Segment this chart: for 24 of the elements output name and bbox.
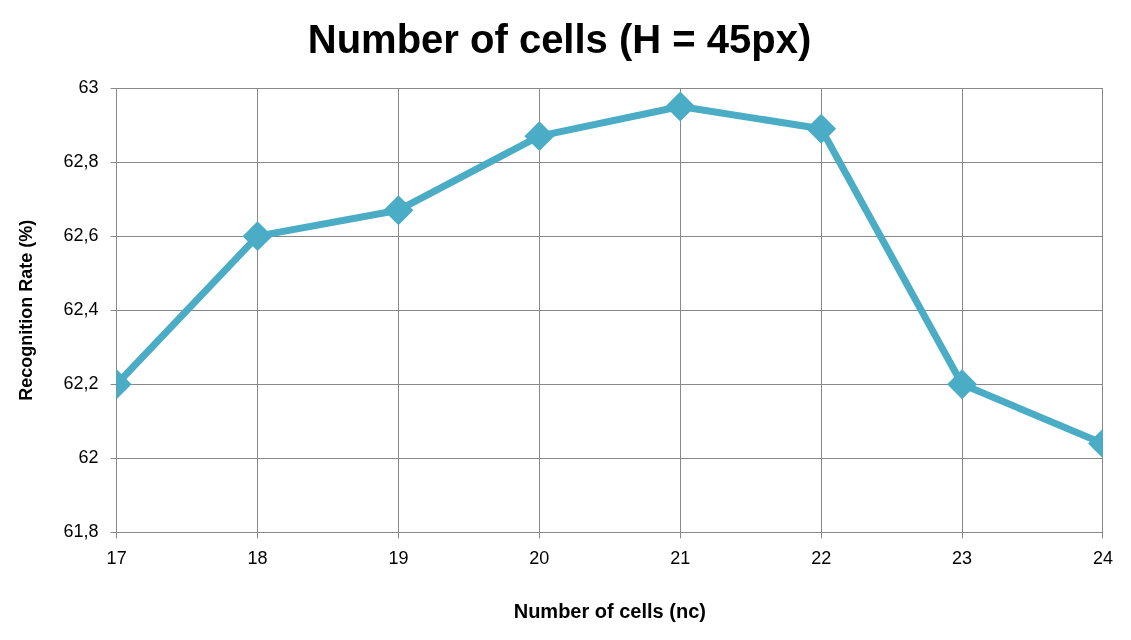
x-axis-title: Number of cells (nc)	[513, 599, 706, 622]
point	[525, 122, 553, 150]
y-tick-label: 62	[78, 447, 99, 468]
x-tick-label: 19	[388, 548, 409, 569]
y-tick-label: 62,2	[63, 373, 99, 394]
x-tick-label: 17	[106, 548, 127, 569]
y-tick-label: 62,4	[63, 299, 99, 320]
point	[384, 196, 412, 224]
y-tick-label: 62,8	[63, 151, 99, 172]
y-tick-label: 63	[78, 76, 99, 97]
y-axis-title: Recognition Rate (%)	[15, 219, 36, 401]
x-tick-label: 18	[247, 548, 268, 569]
chart-title: Number of cells (H = 45px)	[307, 17, 812, 62]
x-tick-label: 23	[952, 548, 973, 569]
x-tick-label: 24	[1092, 548, 1113, 569]
y-tick-label: 61,8	[63, 521, 99, 542]
point	[948, 370, 976, 398]
point	[244, 222, 272, 250]
x-tick-label: 20	[529, 548, 550, 569]
y-tick-label: 62,6	[63, 225, 99, 246]
x-tick-label: 22	[811, 548, 832, 569]
point	[666, 93, 694, 121]
point	[807, 115, 835, 143]
x-tick-label: 21	[670, 548, 691, 569]
